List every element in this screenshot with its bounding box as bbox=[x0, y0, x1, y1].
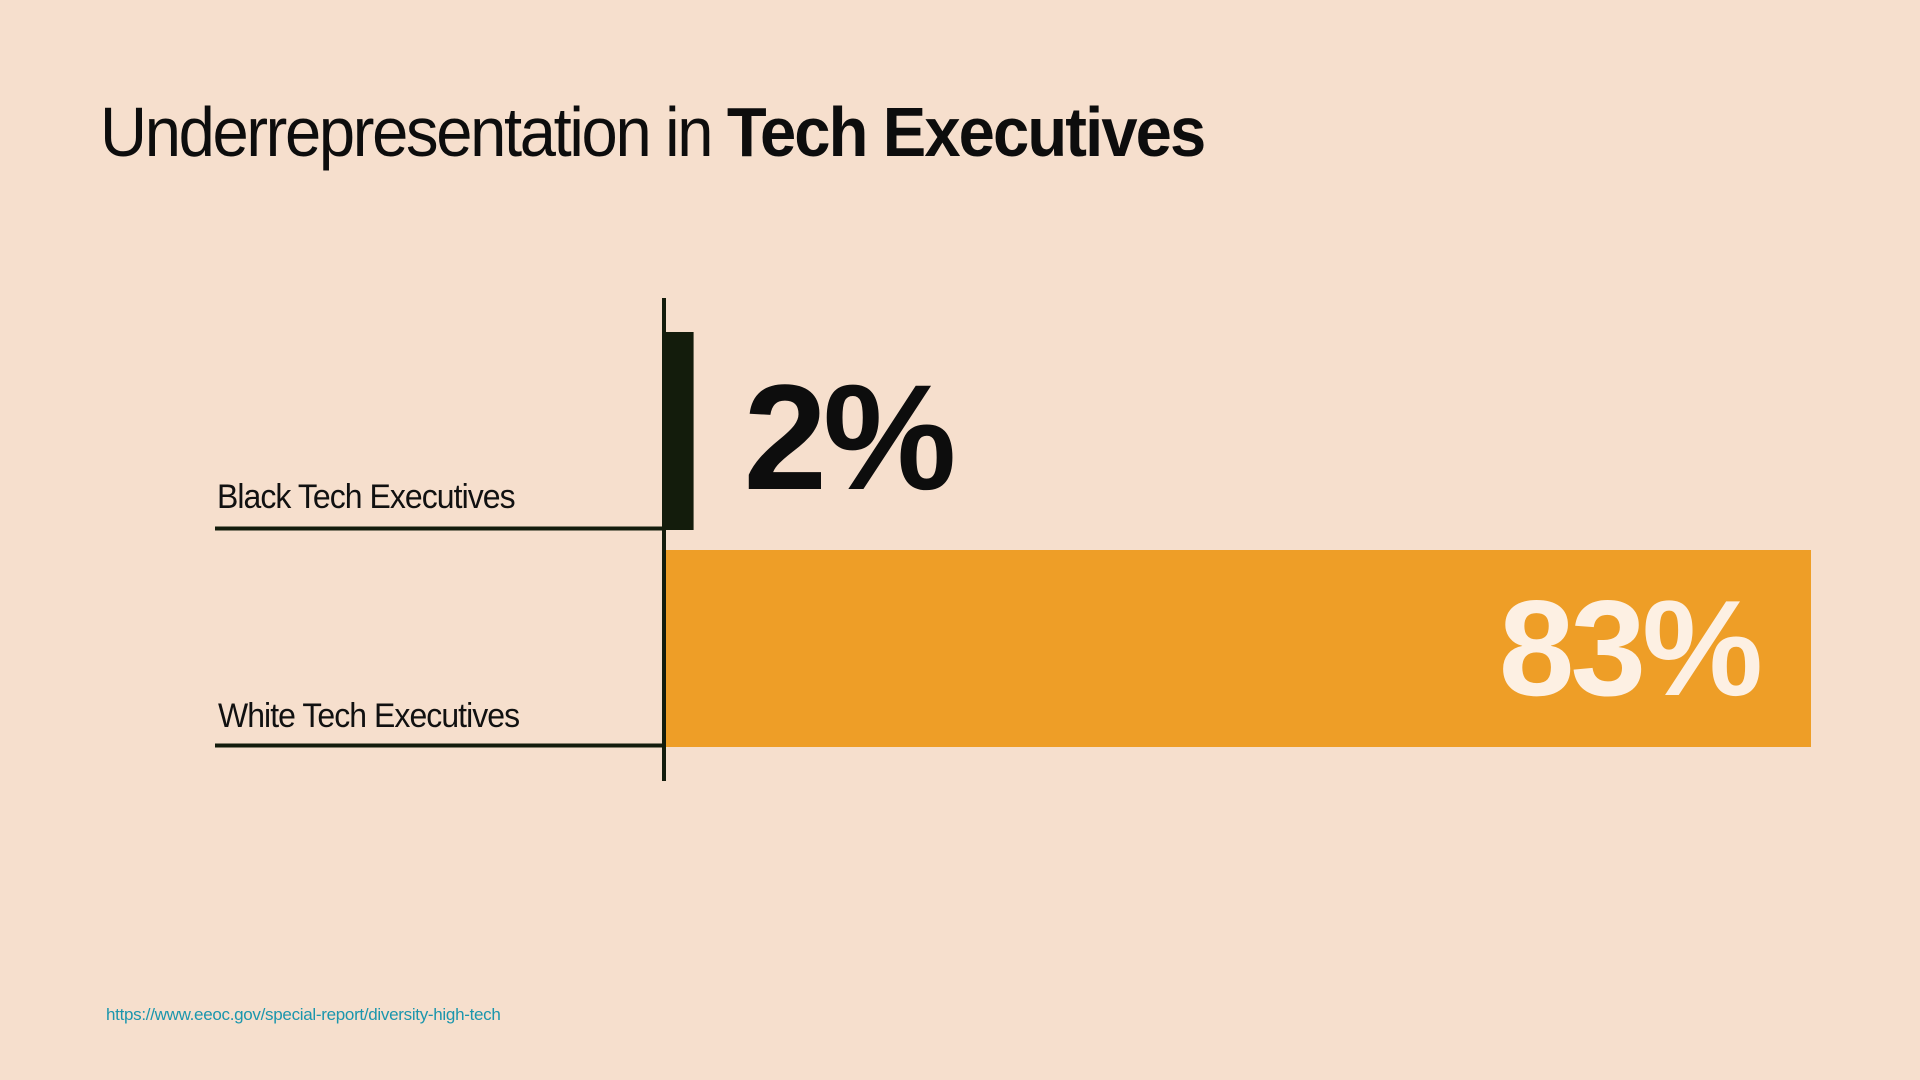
title-prefix: Underrepresentation in bbox=[100, 93, 727, 171]
value-label: 2% bbox=[743, 353, 957, 521]
category-label: White Tech Executives bbox=[218, 697, 520, 735]
bar-black-tech-executives bbox=[666, 332, 694, 530]
page-title: Underrepresentation in Tech Executives bbox=[100, 92, 1206, 172]
category-label: Black Tech Executives bbox=[217, 478, 516, 516]
value-label: 83% bbox=[1498, 572, 1763, 724]
source-link[interactable]: https://www.eeoc.gov/special-report/dive… bbox=[106, 1005, 501, 1024]
bar-white-tech-executives bbox=[666, 550, 1811, 747]
title-emphasis: Tech Executives bbox=[726, 93, 1206, 171]
